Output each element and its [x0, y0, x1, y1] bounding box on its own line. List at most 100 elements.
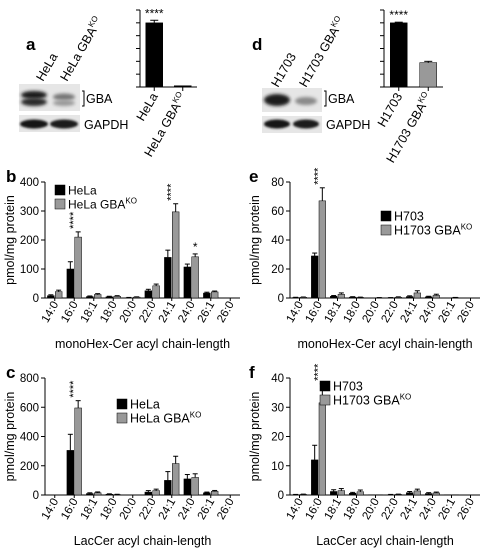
tick-label-b_chart-9: 26:0	[215, 300, 237, 325]
tick-label-f_chart-4: 20:0	[361, 497, 383, 522]
svg-text:H1703 GBAKO: H1703 GBAKO	[296, 14, 348, 89]
panel-letter-b: b	[6, 167, 16, 186]
bar-e_chart-s0-2	[330, 296, 338, 299]
bar-c_chart-s1-7	[191, 477, 199, 496]
bar-f_chart-s0-1	[311, 459, 319, 496]
bar-f_chart-s1-3	[356, 491, 364, 496]
bar-c_chart-s0-7	[183, 478, 192, 496]
bar-c_chart-s0-3	[105, 494, 114, 496]
legend-swatch-f_chart-1	[319, 394, 331, 406]
f_chart-ytick-label: 20	[271, 432, 284, 444]
bar-c_chart-s0-8	[203, 492, 211, 496]
tick-label-e_chart-7: 24:0	[418, 300, 440, 325]
bar-a_bar-0	[145, 22, 163, 88]
tick-label-f_chart-7: 24:0	[418, 497, 440, 522]
svg-text:HeLa GBAKO: HeLa GBAKO	[57, 14, 106, 83]
bar-c_chart-s0-5	[144, 491, 153, 496]
tick-label-f_chart-3: 18:0	[342, 497, 364, 522]
bar-a_bar-1	[174, 85, 192, 88]
bar-b_chart-s1-2	[94, 294, 102, 299]
tick-label-b_chart-1: 16:0	[59, 300, 81, 325]
significance-f_chart-0: ****	[312, 363, 324, 381]
bar-b_chart-s1-6	[172, 211, 180, 299]
chart-f-laccer-h1703: 0 10 20 30 40 pmol/mg protein 14:016:018:118:0…	[248, 363, 480, 548]
blot-d-gba-bands	[264, 94, 317, 106]
tick-label-c_chart-8: 26:1	[196, 497, 218, 522]
b_chart-ytick-label: 200	[20, 235, 39, 247]
bar-f_chart-s1-7	[432, 492, 440, 496]
bar-b_chart-s1-5	[152, 285, 160, 299]
blot-a-lane-label-2: HeLa GBAKO	[57, 14, 106, 83]
bar-b_chart-s0-5	[144, 290, 153, 299]
tick-label-e_chart-1: 16:0	[304, 300, 326, 325]
f_chart-ytick-label: 10	[271, 461, 284, 473]
bar-c_chart-s1-1	[74, 407, 82, 496]
significance-a_bar: ****	[145, 6, 164, 20]
e_chart-ytick-label: 40	[271, 235, 284, 247]
legend-label-b_chart-0: HeLa	[68, 184, 97, 198]
bar-b_chart-s0-1	[66, 268, 75, 299]
tick-label-c_chart-2: 18:1	[79, 497, 101, 522]
f_chart-x-axis-label: LacCer acyl chain-length	[316, 534, 454, 548]
panel-letter-f: f	[249, 363, 255, 382]
legend-label-c_chart-0: HeLa	[130, 398, 160, 412]
tick-label-b_chart-7: 24:0	[176, 300, 198, 325]
legend-swatch-f_chart-0	[319, 380, 331, 392]
bar-c_chart-s1-5	[152, 490, 160, 496]
tick-label-b_chart-0: 14:0	[40, 300, 62, 325]
bar-e_chart-s0-6	[406, 296, 414, 299]
tick-label-c_chart-4: 20:0	[118, 497, 140, 522]
bar-f_chart-s1-6	[413, 490, 421, 496]
tick-label-e_chart-2: 18:1	[323, 300, 345, 325]
bar-b_chart-s0-6	[164, 257, 172, 299]
e_chart-x-axis-label: monoHex-Cer acyl chain-length	[297, 337, 472, 351]
c_chart-ytick-label: 600	[20, 402, 39, 414]
significance-b_chart-1: ****	[166, 183, 178, 201]
bar-d_bar-0	[390, 22, 408, 88]
bar-e_chart-s1-5	[394, 297, 402, 299]
legend-swatch-e_chart-0	[380, 210, 392, 222]
c_chart-x-axis-label: LacCer acyl chain-length	[74, 534, 212, 548]
blot-d-gba-bracket	[324, 90, 327, 107]
tick-label-e_chart-4: 20:0	[361, 300, 383, 325]
tick-label-c_chart-0: 14:0	[40, 497, 62, 522]
category-label-a_bar-0: HeLa	[134, 90, 161, 123]
c_chart-y-axis-label: pmol/mg protein	[3, 392, 17, 482]
tick-label-f_chart-9: 26:0	[456, 497, 478, 522]
bar-f_chart-s0-3	[349, 492, 357, 496]
bar-e_chart-s0-1	[311, 255, 319, 299]
b_chart-ytick-label: 100	[20, 264, 39, 276]
bar-b_chart-s0-3	[105, 296, 114, 299]
bar-f_chart-s1-2	[337, 490, 345, 496]
c_chart-ytick-label: 0	[33, 490, 39, 502]
tick-label-c_chart-7: 24:0	[176, 497, 198, 522]
legend-label-e_chart-0: H703	[394, 210, 424, 224]
blot-d-lane-label-2: H1703 GBAKO	[296, 14, 348, 89]
bar-c_chart-s0-6	[164, 480, 172, 496]
tick-label-e_chart-5: 22:0	[380, 300, 402, 325]
legend-swatch-e_chart-1	[380, 224, 392, 236]
legend-swatch-b_chart-0	[54, 184, 66, 196]
legend-label-f_chart-0: H703	[333, 380, 363, 394]
panel-letter-d: d	[252, 35, 262, 54]
f_chart-ytick-label: 40	[271, 373, 284, 385]
bar-f_chart-s0-7	[425, 493, 433, 496]
c_chart-ytick-label: 200	[20, 461, 39, 473]
b_chart-y-axis-label: pmol/mg protein	[3, 195, 17, 285]
b_chart-ytick-label: 0	[33, 293, 39, 305]
e_chart-ytick-label: 80	[271, 177, 284, 189]
bar-c_chart-s0-2	[86, 493, 94, 496]
bar-b_chart-s0-0	[47, 295, 55, 299]
legend-label-f_chart-1: H1703 GBAKO	[333, 393, 411, 408]
significance-e_chart-0: ****	[312, 167, 324, 185]
c_chart-ytick-label: 800	[20, 373, 39, 385]
bar-b_chart-s1-1	[74, 236, 82, 299]
f_chart-y-axis-label: pmol/mg protein	[248, 392, 262, 482]
bar-e_chart-s1-7	[432, 295, 440, 299]
chart-e-monohexcer-h1703: 0 20 40 60 80 pmol/mg protein 14:016:018:118:0…	[248, 167, 480, 351]
blot-a-gba-bands	[21, 91, 75, 106]
significance-b_chart-0: ****	[68, 211, 80, 229]
